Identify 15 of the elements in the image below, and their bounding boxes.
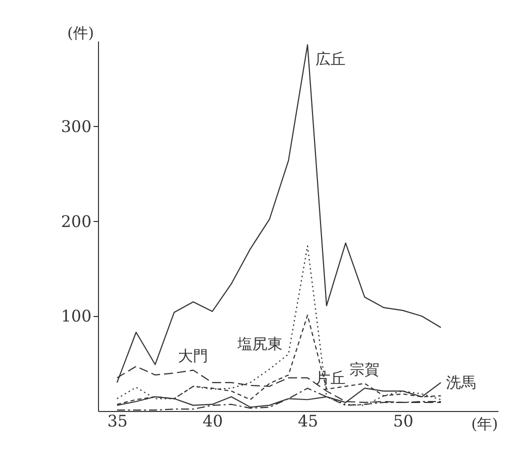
series-label: 宗賀 [350,360,380,378]
y-tick-label: 200 [60,212,92,231]
series-label: 洗馬 [446,374,476,392]
y-tick-label: 100 [60,306,92,326]
y-tick-label: 300 [60,116,92,136]
series-label: 塩尻東 [236,335,282,354]
x-tick-label: 35 [107,412,128,430]
x-axis-title: (年) [471,415,498,433]
series-label: 片丘 [316,369,346,388]
x-tick-label: 45 [298,412,318,430]
x-tick-label: 50 [393,412,414,430]
y-axis-title: (件) [67,24,94,42]
x-tick-label: 40 [202,412,223,430]
series-label: 広丘 [316,50,346,68]
series-label: 大門 [178,347,208,366]
